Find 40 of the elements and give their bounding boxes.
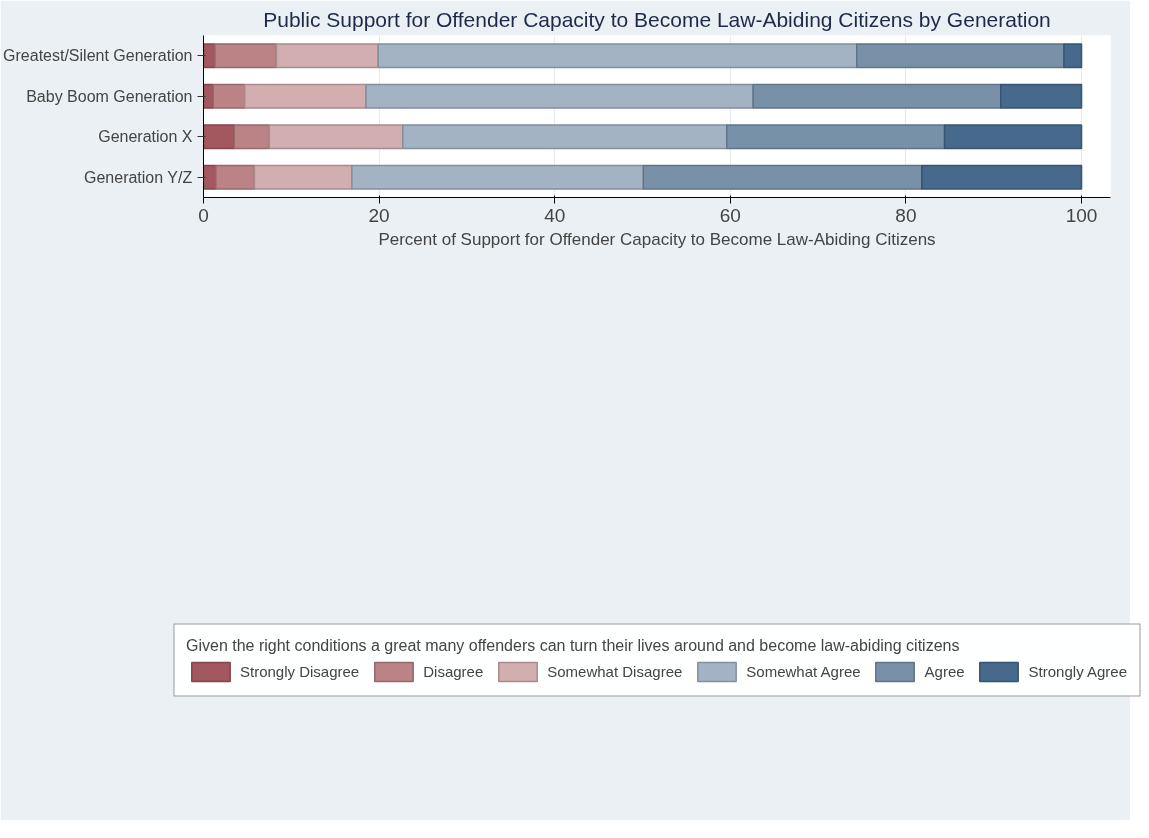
x-tick-label: 60	[719, 204, 741, 226]
bar	[215, 164, 256, 190]
x-tick-label: 0	[198, 204, 209, 226]
x-tick-label: 100	[1065, 204, 1098, 226]
y-tick-label: Baby Boom Generation	[26, 87, 193, 105]
bar	[275, 43, 379, 69]
bar	[351, 164, 645, 190]
bar	[253, 164, 353, 190]
bar	[726, 124, 946, 150]
y-tick-label: Generation X	[98, 128, 193, 146]
y-tick-label: Greatest/Silent Generation	[3, 47, 193, 65]
legend-title: Given the right conditions a great many offenders can turn their lives around and become law-abiding citizens	[185, 636, 961, 654]
bar	[856, 43, 1065, 69]
x-tick-label: 20	[368, 204, 390, 226]
x-axis-title: Percent of Support for Offender Capacity to Become Law-Abiding Citizens	[378, 229, 936, 249]
bar	[365, 83, 754, 109]
bar	[1063, 43, 1083, 69]
legend-label: Somewhat Disagree	[547, 662, 683, 680]
y-tick-label: Generation Y/Z	[84, 168, 193, 186]
bar	[1000, 83, 1083, 109]
bar	[920, 164, 1083, 190]
legend-label: Disagree	[423, 662, 484, 680]
bar	[268, 124, 404, 150]
bar	[752, 83, 1002, 109]
bar	[214, 43, 278, 69]
legend-label: Somewhat Agree	[746, 662, 861, 680]
bar	[943, 124, 1083, 150]
bar	[212, 83, 246, 109]
bar	[642, 164, 923, 190]
bar	[402, 124, 728, 150]
x-tick-label: 40	[544, 204, 566, 226]
legend-label: Agree	[924, 662, 965, 680]
bar	[233, 124, 271, 150]
bar	[203, 124, 235, 150]
bar	[377, 43, 858, 69]
chart-title: Public Support for Offender Capacity to Become Law-Abiding Citizens by Generation	[263, 7, 1051, 31]
legend-label: Strongly Disagree	[239, 662, 360, 680]
x-tick-label: 80	[895, 204, 917, 226]
bar	[244, 83, 367, 109]
legend-label: Strongly Agree	[1028, 662, 1128, 680]
